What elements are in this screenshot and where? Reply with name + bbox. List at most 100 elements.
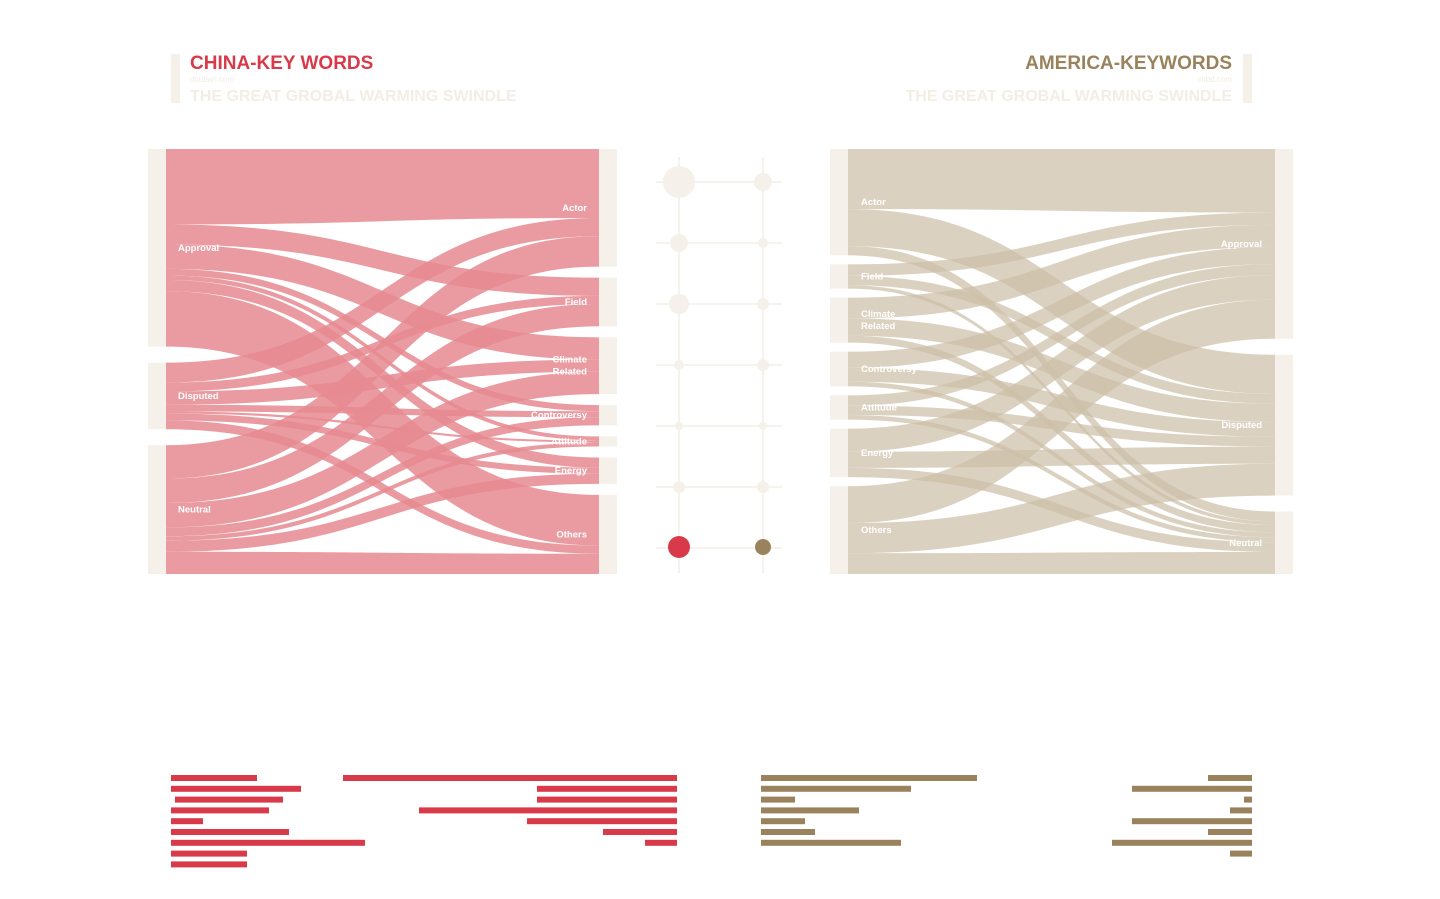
china-comparison-dot: [670, 234, 688, 252]
china-node-label-attitude: Attitude: [551, 436, 587, 447]
china-target-node-others: [599, 494, 617, 574]
china-node-label-energy: Energy: [555, 466, 588, 477]
america-comparison-dot: [754, 173, 772, 191]
china-target-node-actor: [599, 149, 617, 267]
america-sankey: Actor Field Climate Related Controversy Attit…: [830, 149, 1293, 574]
america-flow-energy-to-disputed: [848, 446, 1275, 468]
china-node-label-field: Field: [565, 297, 587, 308]
china-flow-neutral-to-actor: [166, 236, 599, 479]
china-bar-left: [171, 818, 203, 825]
china-comparison-dot: [668, 536, 690, 558]
china-bar-right: [537, 785, 677, 792]
china-target-node-attitude: [599, 436, 617, 447]
china-bar-right: [343, 775, 677, 781]
america-title: AMERICA-KEYWORDS: [1025, 53, 1232, 74]
america-flow-controversy-to-approval: [848, 246, 1275, 368]
america-flow-energy-to-approval: [848, 275, 1275, 452]
america-bar-right: [1112, 839, 1252, 846]
china-node-label-others: Others: [556, 529, 587, 540]
america-source-node-climate-related: [830, 297, 848, 343]
china-bar-left: [171, 829, 289, 835]
china-bar-right: [645, 839, 677, 846]
america-node-label-controversy: Controversy: [861, 364, 918, 375]
america-bar-right: [1132, 818, 1252, 825]
america-source: imbd.com: [1197, 75, 1232, 84]
america-flows: [848, 149, 1275, 574]
america-source-node-attitude: [830, 395, 848, 420]
china-target-node-energy: [599, 457, 617, 484]
china-bar-right: [419, 807, 677, 814]
china-bar-left: [171, 785, 301, 792]
china-node-label-disputed: Disputed: [178, 391, 219, 402]
america-flow-others-to-neutral: [848, 551, 1275, 574]
china-flow-disputed-to-attitude: [166, 411, 599, 443]
america-header-accent-bar: [1243, 54, 1252, 103]
america-flow-climate-related-to-neutral: [848, 335, 1275, 533]
china-source-node-disputed: [148, 362, 166, 430]
china-header: CHINA-KEY WORDS douban.com THE GREAT GRO…: [171, 53, 517, 105]
china-bar-left: [171, 807, 269, 814]
america-comparison-dot: [755, 539, 771, 555]
america-bar-right: [1208, 775, 1252, 781]
america-target-node-neutral: [1275, 511, 1293, 574]
america-node-label-field: Field: [861, 271, 883, 282]
china-flow-disputed-to-actor: [166, 217, 599, 383]
america-node-label-actor: Actor: [861, 197, 886, 208]
china-flow-disputed-to-others: [166, 420, 599, 554]
china-comparison-dot: [663, 166, 695, 198]
america-flow-others-to-disputed: [848, 463, 1275, 554]
america-node-label-disputed: Disputed: [1221, 420, 1262, 431]
china-node-label-neutral: Neutral: [178, 505, 211, 516]
america-comparison-dot: [757, 481, 769, 493]
china-target-node-field: [599, 277, 617, 327]
america-comparison-dot: [757, 359, 769, 371]
china-node-label-approval: Approval: [178, 243, 219, 254]
america-flow-climate-related-to-approval: [848, 224, 1275, 319]
china-bar-left: [171, 839, 365, 846]
china-bar-right: [603, 829, 677, 835]
china-node-label-controversy: Controversy: [531, 410, 588, 421]
america-node-label-energy: Energy: [861, 448, 894, 459]
america-bar-left: [761, 829, 815, 835]
america-flow-attitude-to-neutral: [848, 414, 1275, 543]
america-subtitle: THE GREAT GROBAL WARMING SWINDLE: [905, 88, 1232, 105]
america-source-node-controversy: [830, 351, 848, 387]
china-bar-left: [171, 850, 247, 857]
america-bar-left: [761, 839, 901, 846]
america-bar-left: [761, 775, 977, 781]
america-bar-left: [761, 796, 795, 803]
china-comparison-dot: [675, 422, 683, 430]
america-bar-left: [761, 818, 805, 825]
china-source-node-approval: [148, 149, 166, 347]
china-bar-left: [171, 861, 247, 868]
china-bar-left: [175, 796, 283, 803]
america-source-node-others: [830, 486, 848, 574]
america-bar-right: [1208, 829, 1252, 835]
china-bars: [171, 775, 677, 868]
america-bars: [761, 775, 1252, 857]
america-source-node-actor: [830, 149, 848, 256]
america-node-label-attitude: Attitude: [861, 402, 897, 413]
china-comparison-dot: [673, 481, 685, 493]
america-header: AMERICA-KEYWORDS imbd.com THE GREAT GROB…: [905, 53, 1252, 105]
america-comparison-dot: [758, 238, 768, 248]
america-comparison-dot: [759, 422, 767, 430]
china-comparison-dot: [669, 294, 689, 314]
china-bar-left: [171, 775, 257, 781]
china-flow-neutral-to-field: [166, 304, 599, 503]
america-node-label-neutral: Neutral: [1229, 538, 1262, 549]
china-flow-neutral-to-others: [166, 551, 599, 574]
america-bar-right: [1244, 796, 1252, 803]
china-bar-right: [527, 818, 677, 825]
china-comparison-dot: [674, 360, 684, 370]
america-target-node-approval: [1275, 149, 1293, 339]
china-subtitle: THE GREAT GROBAL WARMING SWINDLE: [190, 88, 517, 105]
comparison-dots: [656, 157, 782, 573]
china-flow-disputed-to-climate-related: [166, 359, 599, 405]
america-node-label-others: Others: [861, 525, 892, 536]
china-target-node-controversy: [599, 405, 617, 426]
china-flow-neutral-to-climate-related: [166, 371, 599, 528]
america-node-label-climate-related: Climate Related: [861, 309, 896, 332]
china-flow-approval-to-actor: [166, 149, 599, 225]
